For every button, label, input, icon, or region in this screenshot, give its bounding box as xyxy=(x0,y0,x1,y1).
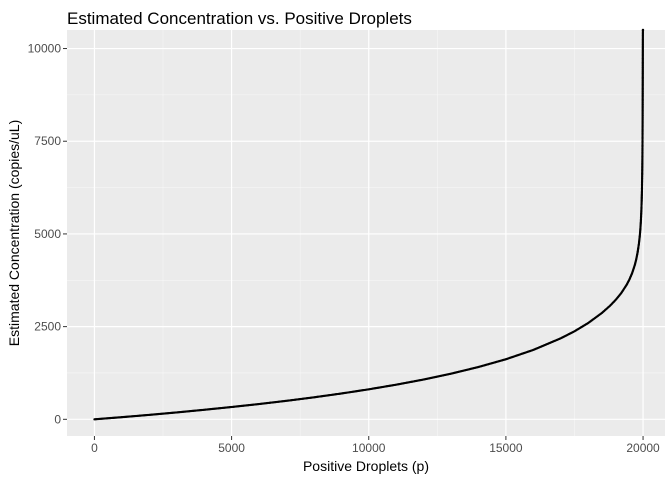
x-tick-label: 0 xyxy=(91,441,98,455)
major-gridlines xyxy=(67,30,665,436)
y-tick-label: 5000 xyxy=(34,227,61,241)
x-tick-label: 20000 xyxy=(626,441,660,455)
plot-panel xyxy=(67,30,665,436)
x-tick-label: 15000 xyxy=(489,441,523,455)
y-axis-title: Estimated Concentration (copies/uL) xyxy=(6,120,22,346)
y-tick-label: 2500 xyxy=(34,320,61,334)
data-points xyxy=(93,28,645,421)
y-tick-label: 7500 xyxy=(34,134,61,148)
y-tick-label: 0 xyxy=(54,412,61,426)
chart-title: Estimated Concentration vs. Positive Dro… xyxy=(67,9,412,28)
minor-gridlines xyxy=(67,30,665,436)
y-axis-ticks: 0 2500 5000 7500 10000 xyxy=(28,42,67,426)
x-tick-label: 10000 xyxy=(352,441,386,455)
data-point xyxy=(641,28,645,32)
y-tick-label: 10000 xyxy=(28,42,62,56)
x-tick-label: 5000 xyxy=(218,441,245,455)
x-axis-ticks: 0 5000 10000 15000 20000 xyxy=(91,436,660,455)
x-axis-title: Positive Droplets (p) xyxy=(303,458,429,474)
